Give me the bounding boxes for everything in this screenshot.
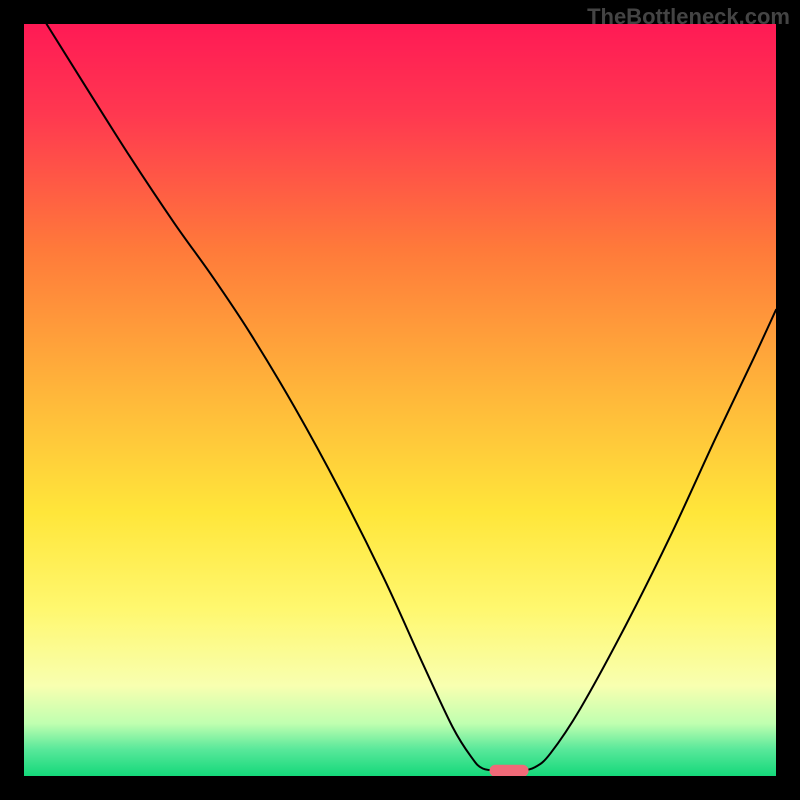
optimal-marker [489,765,528,776]
attribution-label: TheBottleneck.com [587,4,790,30]
chart-container: TheBottleneck.com [0,0,800,800]
plot-area [24,24,776,776]
bottleneck-curve-svg [24,24,776,776]
gradient-background [24,24,776,776]
